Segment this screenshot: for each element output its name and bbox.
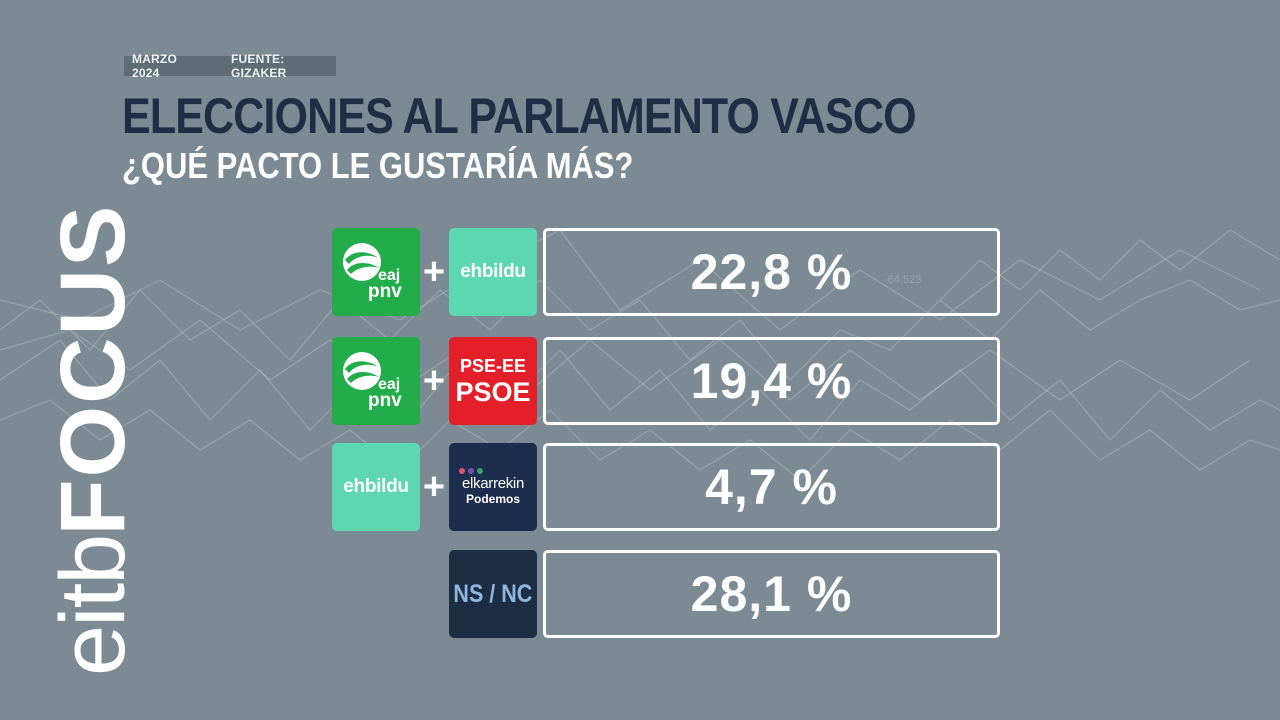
value-box: 28,1 % (543, 550, 1000, 638)
pnv-swirl-icon (343, 352, 381, 390)
ehbildu-label: ehbildu (460, 261, 526, 282)
pnv-label-top: eaj (378, 267, 401, 284)
pnv-label-bottom: pnv (368, 390, 402, 411)
pnv-label-top: eaj (378, 376, 401, 393)
psoe-label-bottom: PSOE (455, 377, 531, 407)
value-box: 19,4 % (543, 337, 1000, 425)
ehbildu-logo: ehbildu (332, 443, 420, 531)
psoe-label-top: PSE-EE (459, 356, 527, 376)
value-box: 22,8 % (543, 228, 1000, 316)
nsnc-label: NS / NC (453, 579, 533, 608)
pact-row: eaj pnv + PSE-EE PSOE 19,4 % (0, 337, 1280, 427)
podemos-label-bottom: Podemos (465, 491, 520, 506)
podemos-label-top: elkarrekin (461, 474, 525, 492)
ehbildu-logo: ehbildu (449, 228, 537, 316)
chart-title: ELECCIONES AL PARLAMENTO VASCO (122, 88, 917, 144)
background-label: -64.523 (62, 315, 99, 327)
nsnc-badge: NS / NC (449, 550, 537, 638)
plus-sign: + (422, 360, 446, 402)
pact-row: ehbildu + elkarrekin Podemos 4,7 % (0, 443, 1280, 533)
value-label: 28,1 % (690, 566, 853, 622)
plus-sign: + (422, 251, 446, 293)
date-label: MARZO 2024 (132, 52, 177, 80)
value-label: 22,8 % (690, 244, 853, 300)
pnv-logo: eaj pnv (332, 337, 420, 425)
pact-row: eaj pnv + ehbildu 22,8 % (0, 228, 1280, 318)
value-label: 4,7 % (705, 459, 838, 515)
background-label: -64.523 (884, 274, 921, 286)
value-label: 19,4 % (690, 353, 853, 409)
plus-sign: + (422, 466, 446, 508)
elkarrekin-podemos-logo: elkarrekin Podemos (449, 443, 537, 531)
chart-subtitle: ¿QUÉ PACTO LE GUSTARÍA MÁS? (122, 145, 634, 186)
pact-row: NS / NC 28,1 % (0, 550, 1280, 640)
psoe-logo: PSE-EE PSOE (449, 337, 537, 425)
pnv-label-bottom: pnv (368, 281, 402, 302)
podemos-dots-icon (459, 467, 483, 474)
value-box: 4,7 % (543, 443, 1000, 531)
meta-bar: MARZO 2024 FUENTE: GIZAKER (124, 52, 336, 80)
pnv-swirl-icon (343, 243, 381, 281)
pnv-logo: eaj pnv (332, 228, 420, 316)
source-label: FUENTE: GIZAKER (231, 52, 287, 80)
ehbildu-label: ehbildu (343, 476, 409, 497)
